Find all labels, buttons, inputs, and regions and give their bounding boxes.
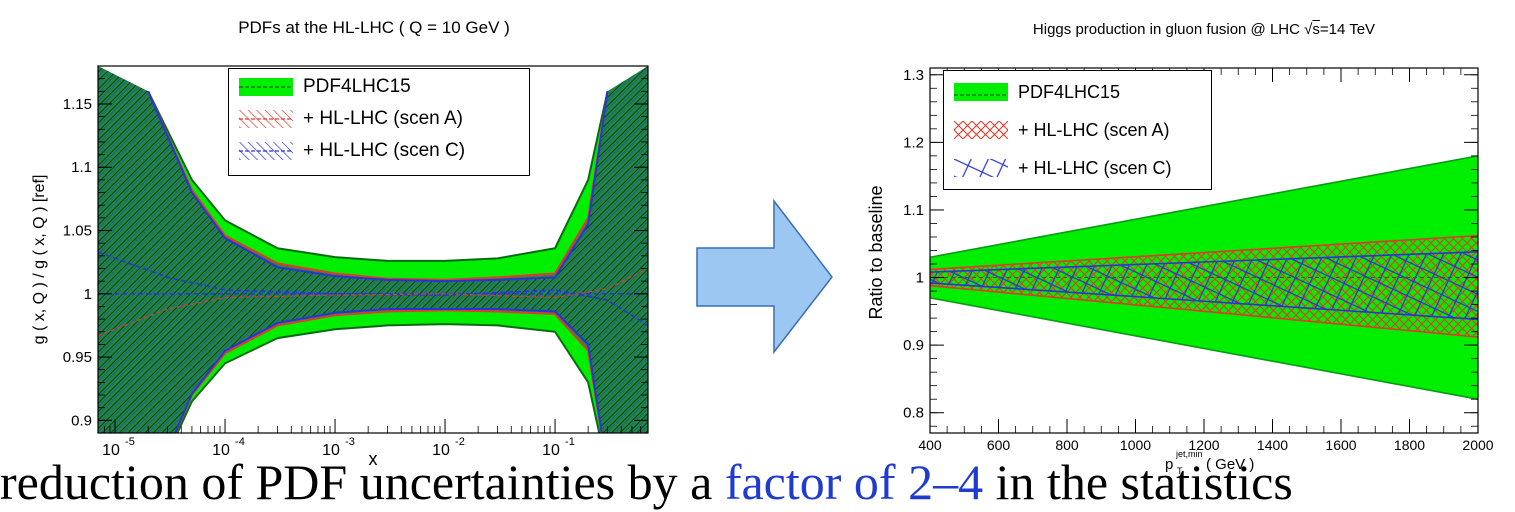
legend-label: + HL-LHC (scen C)	[303, 140, 466, 161]
pdf4lhc15-upper-line	[930, 155, 1478, 259]
y-tick-label: 1.2	[903, 134, 924, 151]
x-label-sup: jet,min	[1175, 449, 1203, 459]
y-axis-label: g ( x, Q ) / g ( x, Q ) [ref]	[31, 175, 48, 345]
bottom-caption: reduction of PDF uncertainties by a fact…	[0, 452, 1515, 512]
scen-a-lower-line	[930, 284, 1478, 338]
legend-swatch-blue-hatch	[239, 142, 293, 160]
legend-swatch-red-hatch	[239, 110, 293, 128]
x-axis-label: x	[369, 449, 378, 469]
legend-label: PDF4LHC15	[303, 76, 411, 97]
y-tick-label: 1.05	[63, 223, 92, 240]
x-tick-label: 1600	[1325, 437, 1356, 453]
x-tick-label: 1200	[1188, 437, 1219, 453]
x-tick-label: 600	[987, 437, 1011, 453]
legend-item-scen-c: + HL-LHC (scen C)	[944, 149, 1211, 187]
legend-swatch-blue-cross	[954, 159, 1008, 177]
scen-a-upper-line	[930, 234, 1478, 271]
right-chart-title: Higgs production in gluon fusion @ LHC √…	[1032, 21, 1376, 38]
y-tick-label: 1.15	[63, 96, 92, 113]
right-legend: PDF4LHC15 + HL-LHC (scen A) + HL-LHC (sc…	[943, 70, 1212, 190]
scen-c-upper-line	[147, 90, 609, 283]
legend-swatch-red-cross	[954, 121, 1008, 139]
x-tick-label: 10	[102, 442, 120, 459]
caption-part-1: reduction of PDF uncertainties by a	[0, 454, 713, 510]
band-pdf4lhc15	[148, 91, 608, 433]
white-region-bottom	[98, 324, 648, 433]
caption-highlight: factor of 2–4	[712, 454, 984, 510]
legend-swatch-green	[954, 83, 1008, 101]
pdf4lhc15-lower-line	[176, 323, 601, 433]
scen-a-upper-line	[147, 90, 609, 281]
scen-c-upper-line	[930, 251, 1478, 273]
left-plot-frame	[97, 65, 649, 434]
y-tick-label: 1.1	[71, 159, 92, 176]
scen-c-lower-line	[174, 307, 603, 433]
figure-canvas: 0.9 0.95 1 1.05 1.1 1.15 10 -5 10 -4 10 -3 10 -2 10 -1 x…	[31, 65, 1494, 476]
x-label-var: p	[1165, 456, 1173, 473]
legend-item-scen-a: + HL-LHC (scen A)	[229, 103, 529, 135]
scen-a-lower-line	[174, 309, 603, 433]
pdf4lhc15-lower-line	[930, 297, 1478, 400]
legend-swatch-green	[239, 78, 293, 96]
x-tick-label: 800	[1055, 437, 1079, 453]
y-tick-label: 0.9	[903, 337, 924, 354]
x-tick-label: 10	[212, 442, 230, 459]
y-tick-label: 0.8	[903, 405, 924, 422]
x-tick-exponent: -1	[565, 436, 575, 448]
x-tick-label: 1000	[1120, 437, 1151, 453]
right-arrow-icon	[696, 198, 833, 355]
pdf4lhc15-upper-line	[147, 90, 609, 262]
central-curve-upper	[98, 251, 648, 327]
legend-label: PDF4LHC15	[1018, 81, 1121, 102]
y-tick-label: 1	[84, 286, 92, 303]
caption-part-3: in the statistics	[983, 454, 1293, 510]
central-curve-lower	[98, 267, 648, 337]
y-tick-label: 1	[916, 270, 924, 287]
y-tick-label: 1.3	[903, 67, 924, 84]
x-tick-label: 10	[432, 442, 450, 459]
legend-label: + HL-LHC (scen A)	[303, 108, 463, 129]
x-tick-exponent: -2	[455, 436, 465, 448]
x-tick-label: 1400	[1257, 437, 1288, 453]
x-tick-label: 1800	[1394, 437, 1425, 453]
left-legend: PDF4LHC15 + HL-LHC (scen A) + HL-LHC (sc…	[228, 68, 530, 176]
legend-label: + HL-LHC (scen C)	[1018, 157, 1172, 178]
legend-item-pdf4lhc15: PDF4LHC15	[229, 71, 529, 103]
band-scen-c	[930, 251, 1478, 320]
x-label-sub: T	[1177, 466, 1183, 476]
x-label-unit: ( GeV )	[1206, 456, 1254, 473]
x-tick-label: 10	[322, 442, 340, 459]
x-tick-exponent: -5	[125, 436, 135, 448]
legend-item-pdf4lhc15: PDF4LHC15	[944, 73, 1211, 111]
band-scen-c	[148, 91, 608, 433]
y-axis-label: Ratio to baseline	[866, 185, 886, 319]
x-tick-exponent: -3	[345, 436, 355, 448]
legend-item-scen-c: + HL-LHC (scen C)	[229, 135, 529, 167]
x-tick-label: 10	[542, 442, 560, 459]
legend-item-scen-a: + HL-LHC (scen A)	[944, 111, 1211, 149]
y-tick-label: 0.95	[63, 349, 92, 366]
scen-c-lower-line	[930, 282, 1478, 321]
right-plot: 0.8 0.9 1 1.1 1.2 1.3 400 600 800 1000 1200 1400 160…	[866, 67, 1494, 476]
left-chart-title: PDFs at the HL-LHC ( Q = 10 GeV )	[238, 18, 510, 37]
x-tick-label: 400	[918, 437, 942, 453]
legend-label: + HL-LHC (scen A)	[1018, 119, 1170, 140]
x-tick-label: 2000	[1462, 437, 1493, 453]
y-tick-label: 0.9	[71, 412, 92, 429]
y-tick-label: 1.1	[903, 202, 924, 219]
x-tick-exponent: -4	[235, 436, 245, 448]
